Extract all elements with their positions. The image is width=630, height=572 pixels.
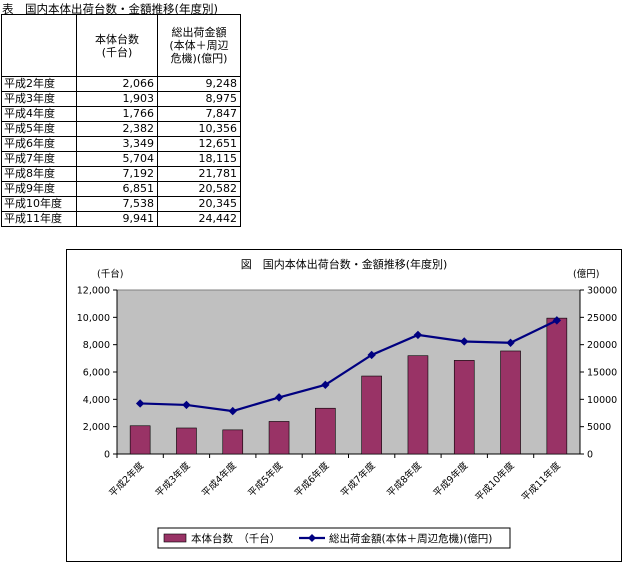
x-tick-label: 平成9年度 <box>431 459 471 499</box>
table-row: 平成11年度 9,941 24,442 <box>1 211 241 227</box>
row-units: 6,851 <box>76 181 158 197</box>
left-tick-label: 2,000 <box>83 422 110 433</box>
right-axis-unit: (億円) <box>573 268 599 280</box>
row-units: 3,349 <box>76 136 158 152</box>
row-year: 平成9年度 <box>1 181 77 197</box>
row-amount: 8,975 <box>157 91 241 107</box>
bar-units <box>361 375 382 455</box>
x-tick-label: 平成3年度 <box>153 459 193 499</box>
row-amount: 18,115 <box>157 151 241 167</box>
row-year: 平成8年度 <box>1 166 77 182</box>
row-year: 平成3年度 <box>1 91 77 107</box>
header-year <box>1 14 77 77</box>
header-units: 本体台数 (千台) <box>76 14 158 77</box>
right-tick-label: 5000 <box>587 422 611 433</box>
chart-area: 図 国内本体出荷台数・金額推移(年度別) (千台) (億円) 0 2,000 4,000 6… <box>66 249 622 562</box>
header-amount: 総出荷金額 (本体＋周辺 危機)(億円) <box>157 14 241 77</box>
x-tick-label: 平成10年度 <box>473 459 517 503</box>
table-row: 平成8年度 7,192 21,781 <box>1 166 241 182</box>
row-units: 5,704 <box>76 151 158 167</box>
table-row: 平成10年度 7,538 20,345 <box>1 196 241 212</box>
row-units: 7,192 <box>76 166 158 182</box>
x-tick-label: 平成2年度 <box>107 459 147 499</box>
row-year: 平成4年度 <box>1 106 77 122</box>
data-table: 本体台数 (千台) 総出荷金額 (本体＋周辺 危機)(億円) 平成2年度 2,066 9,… <box>1 14 241 227</box>
left-tick-label: 10,000 <box>77 313 110 324</box>
legend-bar-label: 本体台数 （千台） <box>191 532 280 545</box>
bar-units <box>176 427 197 455</box>
row-year: 平成7年度 <box>1 151 77 167</box>
x-tick-label: 平成5年度 <box>246 459 286 499</box>
table-row: 平成3年度 1,903 8,975 <box>1 91 241 107</box>
x-tick-label: 平成7年度 <box>338 459 378 499</box>
amount-line <box>140 319 558 413</box>
right-tick-label: 10000 <box>587 395 617 406</box>
table-row: 平成7年度 5,704 18,115 <box>1 151 241 167</box>
chart-title: 図 国内本体出荷台数・金額推移(年度別) <box>241 257 448 271</box>
bar-units <box>407 355 429 455</box>
table-row: 平成4年度 1,766 7,847 <box>1 106 241 122</box>
amount-point <box>274 393 284 402</box>
x-tick-label: 平成11年度 <box>519 459 563 503</box>
bar-units <box>315 407 336 455</box>
row-year: 平成5年度 <box>1 121 77 137</box>
table-row: 平成6年度 3,349 12,651 <box>1 136 241 152</box>
left-tick-label: 8,000 <box>83 340 110 351</box>
bar-units <box>500 350 521 455</box>
row-year: 平成6年度 <box>1 136 77 152</box>
amount-point <box>460 337 469 346</box>
amount-point <box>552 316 562 325</box>
row-amount: 24,442 <box>157 211 241 227</box>
table-row: 平成2年度 2,066 9,248 <box>1 76 241 92</box>
right-tick-label: 30000 <box>587 286 617 297</box>
row-amount: 7,847 <box>157 106 241 122</box>
row-units: 2,066 <box>76 76 158 92</box>
bar-units <box>453 360 475 455</box>
table-row: 平成5年度 2,382 10,356 <box>1 121 241 137</box>
amount-point <box>135 399 145 408</box>
table-title: 表 国内本体出荷台数・金額推移(年度別) <box>2 2 218 16</box>
row-year: 平成2年度 <box>1 76 77 92</box>
row-units: 1,766 <box>76 106 158 122</box>
row-amount: 12,651 <box>157 136 241 152</box>
row-units: 2,382 <box>76 121 158 137</box>
row-units: 1,903 <box>76 91 158 107</box>
legend-box <box>157 527 511 549</box>
right-tick-label: 25000 <box>587 313 617 324</box>
bar-units <box>222 429 244 455</box>
row-year: 平成10年度 <box>1 196 77 212</box>
left-tick-label: 0 <box>104 450 110 461</box>
right-tick-label: 15000 <box>587 368 617 379</box>
left-axis-unit: (千台) <box>97 268 123 280</box>
right-tick-label: 0 <box>587 450 593 461</box>
x-tick-label: 平成6年度 <box>292 459 332 499</box>
x-tick-label: 平成4年度 <box>199 459 239 499</box>
row-units: 7,538 <box>76 196 158 212</box>
row-amount: 20,582 <box>157 181 241 197</box>
row-amount: 10,356 <box>157 121 241 137</box>
legend-line-label: 総出荷金額(本体＋周辺危機)(億円) <box>329 532 492 545</box>
row-amount: 20,345 <box>157 196 241 212</box>
combo-chart: 図 国内本体出荷台数・金額推移(年度別) (千台) (億円) 0 2,000 4,000 6… <box>77 257 617 549</box>
amount-point <box>182 400 191 410</box>
row-amount: 21,781 <box>157 166 241 182</box>
row-units: 9,941 <box>76 211 158 227</box>
x-tick-label: 平成8年度 <box>384 459 424 499</box>
row-amount: 9,248 <box>157 76 241 92</box>
amount-point <box>228 406 237 416</box>
left-tick-label: 4,000 <box>83 395 110 406</box>
left-tick-label: 12,000 <box>77 286 110 297</box>
amount-point <box>367 350 376 360</box>
bar-units <box>268 421 290 455</box>
left-tick-label: 6,000 <box>83 368 110 379</box>
right-tick-label: 20000 <box>587 340 617 351</box>
amount-point <box>413 330 423 340</box>
legend-line-marker <box>308 534 316 542</box>
row-year: 平成11年度 <box>1 211 77 227</box>
table-row: 平成9年度 6,851 20,582 <box>1 181 241 197</box>
amount-point <box>321 380 330 390</box>
legend-bar-swatch <box>163 533 187 543</box>
bar-units <box>129 425 151 455</box>
bar-units <box>546 317 568 455</box>
